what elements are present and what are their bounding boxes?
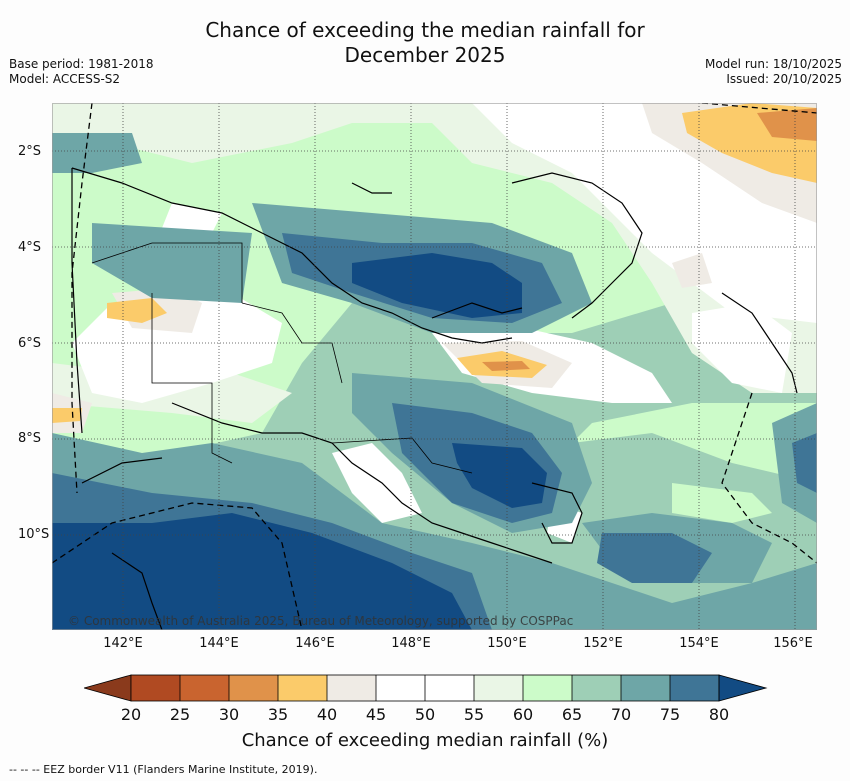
colorbar-tick-45: 45: [365, 705, 387, 724]
colorbar-tick-70: 70: [610, 705, 632, 724]
base-period: Base period: 1981-2018: [9, 57, 154, 71]
lat-label-8s: 8°S: [18, 431, 42, 446]
lat-label-2s: 2°S: [18, 144, 42, 159]
lon-label-152e: 152°E: [583, 636, 623, 651]
colorbar-tick-80: 80: [708, 705, 730, 724]
colorbar-bin-60-65: [523, 675, 572, 701]
lon-label-142e: 142°E: [103, 636, 143, 651]
colorbar-bin-55-60: [474, 675, 523, 701]
meta-left: Base period: 1981-2018 Model: ACCESS-S2: [9, 57, 154, 87]
colorbar-tick-55: 55: [463, 705, 485, 724]
copyright-text: © Commonwealth of Australia 2025, Bureau…: [68, 614, 573, 628]
colorbar-tick-25: 25: [169, 705, 191, 724]
colorbar-bin-35-40: [278, 675, 327, 701]
colorbar: [84, 674, 768, 702]
map-title: Chance of exceeding the median rainfall …: [0, 18, 850, 68]
colorbar-tick-35: 35: [267, 705, 289, 724]
borders: [91, 242, 473, 474]
rainfall-map: © Commonwealth of Australia 2025, Bureau…: [52, 103, 817, 630]
map-frame: [52, 103, 817, 630]
title-line-1: Chance of exceeding the median rainfall …: [205, 18, 645, 42]
colorbar-under-arrow: [84, 674, 132, 702]
model-run: Model run: 18/10/2025: [704, 57, 842, 71]
colorbar-bin-45-50: [376, 675, 425, 701]
colorbar-tick-75: 75: [659, 705, 681, 724]
lat-label-6s: 6°S: [18, 336, 42, 351]
lon-label-146e: 146°E: [295, 636, 335, 651]
eez-legend-footer: -- -- -- EEZ border V11 (Flanders Marine…: [9, 763, 318, 776]
eez-borders: [52, 103, 817, 630]
lat-label-4s: 4°S: [18, 240, 42, 255]
colorbar-bin-20-25: [131, 675, 180, 701]
colorbar-over-arrow: [718, 674, 768, 702]
lon-label-154e: 154°E: [679, 636, 719, 651]
meta-right: Model run: 18/10/2025 Issued: 20/10/2025: [705, 57, 842, 87]
colorbar-title: Chance of exceeding median rainfall (%): [241, 730, 609, 751]
colorbar-tick-65: 65: [561, 705, 583, 724]
lat-label-10s: 10°S: [18, 527, 50, 542]
lon-label-156e: 156°E: [773, 636, 813, 651]
colorbar-bin-25-30: [180, 675, 229, 701]
contour-gt80: [52, 253, 547, 630]
colorbar-tick-40: 40: [316, 705, 338, 724]
colorbar-bin-70-75: [621, 675, 670, 701]
colorbar-tick-60: 60: [512, 705, 534, 724]
colorbar-bin-30-35: [229, 675, 278, 701]
issued-date: Issued: 20/10/2025: [726, 72, 842, 86]
model-name: Model: ACCESS-S2: [9, 72, 121, 86]
coastlines: [71, 167, 798, 630]
lon-label-148e: 148°E: [391, 636, 431, 651]
colorbar-tick-50: 50: [414, 705, 436, 724]
graticule: [52, 103, 817, 630]
colorbar-bin-75-80: [670, 675, 719, 701]
colorbar-bin-65-70: [572, 675, 621, 701]
contour-30-35: [482, 108, 817, 371]
lon-label-144e: 144°E: [199, 636, 239, 651]
lon-label-150e: 150°E: [487, 636, 527, 651]
colorbar-bin-50-55: [425, 675, 474, 701]
colorbar-tick-30: 30: [218, 705, 240, 724]
title-line-2: December 2025: [344, 43, 506, 67]
colorbar-bin-40-45: [327, 675, 376, 701]
colorbar-tick-20: 20: [120, 705, 142, 724]
